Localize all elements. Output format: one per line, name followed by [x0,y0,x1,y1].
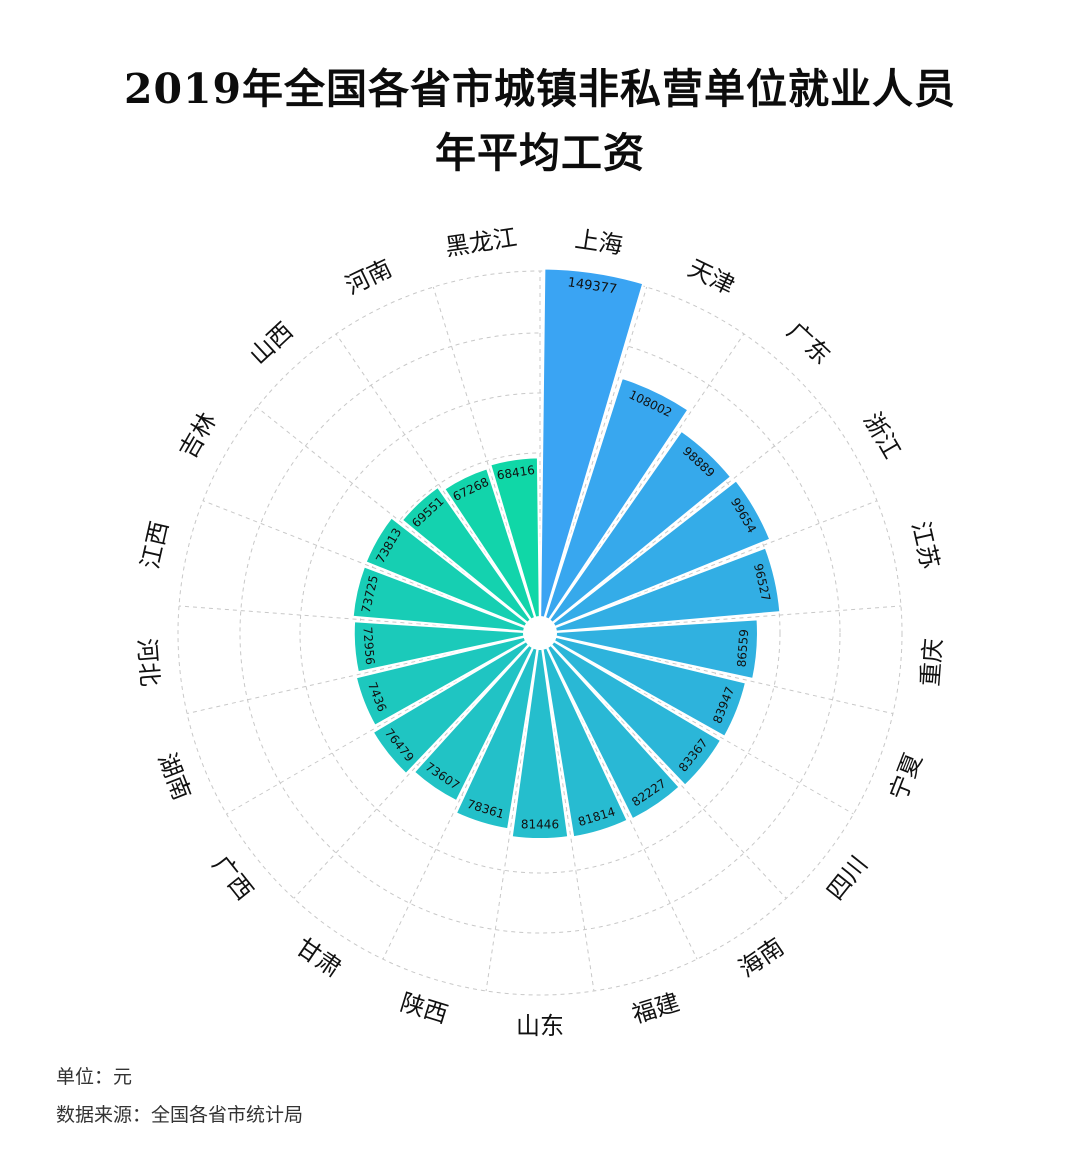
grid-spoke [567,690,698,960]
grid-spoke [256,406,491,594]
bar-上海 [539,267,645,619]
bar-山西 [400,485,533,625]
bar-陕西 [454,646,539,831]
grid-spoke [226,664,485,815]
grid-spoke [335,333,505,581]
grid-spoke [382,690,513,960]
category-label-江西: 江西 [136,519,174,572]
grid-spoke [603,605,902,629]
bar-重庆 [554,618,759,681]
bar-广西 [371,639,531,776]
grid-spoke [432,286,522,572]
grid-spoke [202,500,481,611]
chart-title-line-1: 2019年全国各省市城镇非私营单位就业人员 [123,65,957,113]
grid-ring [239,332,841,934]
category-label-吉林: 吉林 [174,408,222,464]
center-hole [527,620,553,646]
grid-spoke [549,696,595,992]
category-label-广东: 广东 [782,317,836,370]
bar-福建 [541,646,629,839]
grid-spoke [575,333,745,581]
chart-title-line-2: 年平均工资 [435,129,645,177]
grid-spoke [589,406,824,594]
grid-spoke [186,646,478,715]
category-label-上海: 上海 [573,225,625,260]
category-label-黑龙江: 黑龙江 [443,223,518,261]
unit-note: 单位：元 [56,1066,133,1088]
bar-河南 [442,467,537,622]
category-label-海南: 海南 [734,933,789,983]
bar-四川 [549,639,723,788]
category-label-河北: 河北 [132,637,164,687]
category-label-四川: 四川 [821,851,873,906]
bar-广东 [547,429,733,625]
bar-甘肃 [412,643,535,803]
category-label-浙江: 浙江 [858,408,906,464]
category-label-河南: 河南 [341,254,396,300]
category-label-陕西: 陕西 [397,988,451,1029]
category-label-宁夏: 宁夏 [884,749,928,804]
grid-spoke [485,696,531,992]
category-label-甘肃: 甘肃 [291,933,346,983]
grid-spoke [178,605,477,629]
value-label-河北: 72956 [360,626,377,665]
grid-spoke [583,679,787,899]
category-label-福建: 福建 [629,988,683,1029]
bar-江西 [351,565,527,633]
chart-bars [351,267,782,840]
grid-spoke [602,646,894,715]
grid-spoke [558,286,648,572]
category-label-湖南: 湖南 [152,749,196,804]
bar-天津 [543,376,690,622]
bar-浙江 [551,478,772,629]
grid-spoke [293,679,497,899]
category-label-山西: 山西 [244,317,298,370]
value-label-山东: 81446 [521,818,559,832]
category-label-天津: 天津 [684,254,739,300]
bar-江苏 [553,546,782,633]
category-label-江苏: 江苏 [906,519,944,572]
value-label-重庆: 86559 [734,629,751,668]
value-label-上海: 149377 [567,275,618,297]
source-note: 数据来源：全国各省市统计局 [56,1104,304,1126]
category-label-山东: 山东 [516,1012,564,1040]
category-label-重庆: 重庆 [916,637,948,687]
bar-宁夏 [552,635,748,739]
grid-spoke [595,664,854,815]
bar-吉林 [364,516,529,629]
bar-海南 [545,643,681,821]
category-label-广西: 广西 [207,851,259,906]
bar-山东 [510,647,570,840]
value-label-黑龙江: 68416 [496,463,536,483]
bar-河北 [352,620,526,674]
bar-黑龙江 [489,456,541,619]
bar-湖南 [354,635,528,728]
grid-spoke [599,500,878,611]
chart-grid [177,270,903,996]
